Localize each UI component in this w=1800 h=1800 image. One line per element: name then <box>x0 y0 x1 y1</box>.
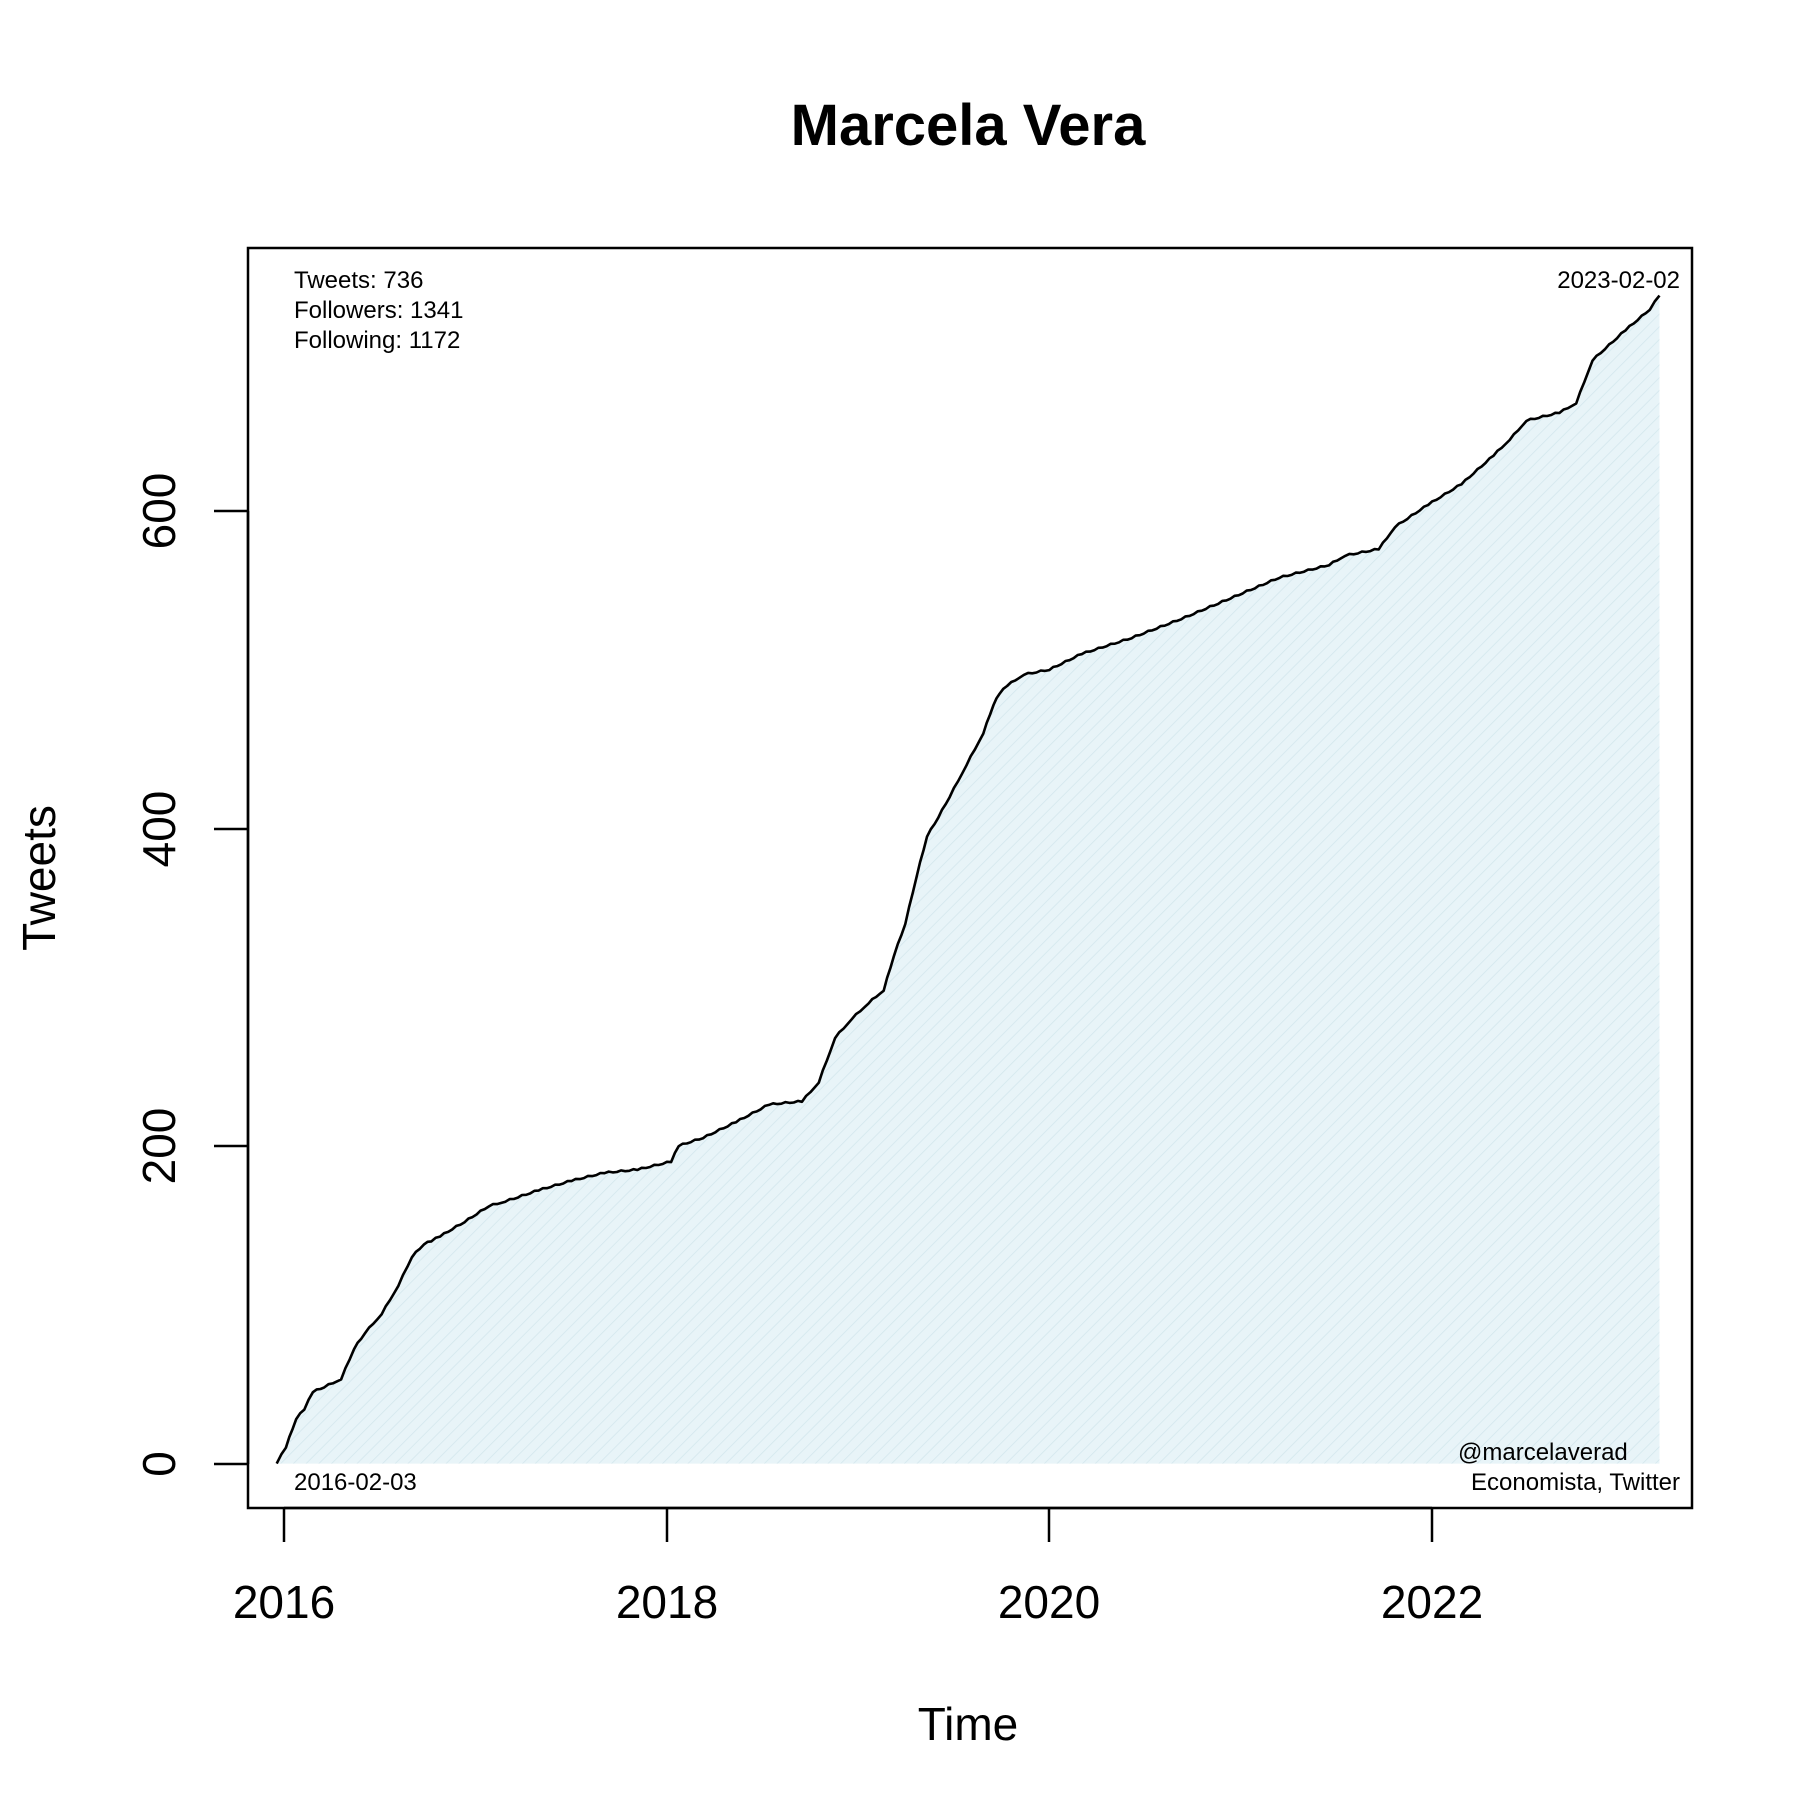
chart-title: Marcela Vera <box>791 93 1146 158</box>
handle-note: @marcelaverad <box>1458 1439 1628 1466</box>
y-tick-label-0: 0 <box>133 1451 185 1477</box>
x-tick-label-2020: 2020 <box>998 1576 1100 1628</box>
annotations: Tweets: 736 Followers: 1341 Following: 1… <box>294 267 1680 1496</box>
series-line <box>275 294 1661 1465</box>
start-date-note: 2016-02-03 <box>294 1469 417 1496</box>
followers-count-note: Followers: 1341 <box>294 297 463 324</box>
end-date-note: 2023-02-02 <box>1557 267 1680 294</box>
y-axis: 0 200 400 600 <box>133 473 250 1477</box>
x-axis-title: Time <box>918 1698 1019 1750</box>
x-axis: 2016 2018 2020 2022 <box>233 1506 1483 1628</box>
x-tick-label-2022: 2022 <box>1381 1576 1483 1628</box>
following-count-note: Following: 1172 <box>294 327 460 354</box>
description-note: Economista, Twitter <box>1471 1469 1680 1496</box>
y-tick-label-200: 200 <box>133 1108 185 1185</box>
y-tick-label-400: 400 <box>133 791 185 868</box>
x-tick-label-2016: 2016 <box>233 1576 335 1628</box>
y-tick-label-600: 600 <box>133 473 185 550</box>
y-axis-title: Tweets <box>13 805 65 951</box>
tweets-count-note: Tweets: 736 <box>294 267 423 294</box>
data-layer <box>275 294 1661 1465</box>
x-tick-label-2018: 2018 <box>616 1576 718 1628</box>
area-fill <box>276 295 1660 1464</box>
